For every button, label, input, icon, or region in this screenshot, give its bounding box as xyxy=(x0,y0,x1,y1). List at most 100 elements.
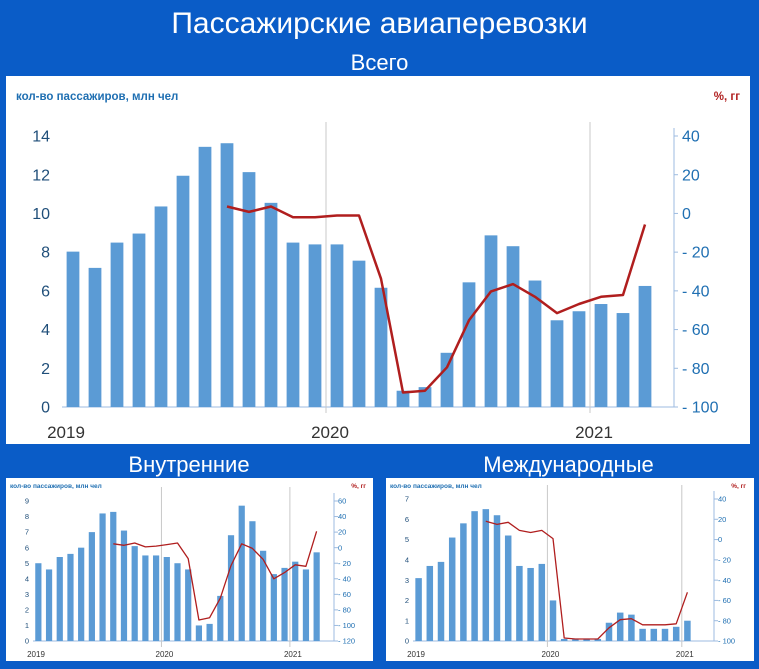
y2-tick-label: - 40 xyxy=(338,574,351,583)
bar xyxy=(238,505,245,641)
bar xyxy=(110,242,124,407)
bar xyxy=(99,513,106,641)
bar xyxy=(249,521,256,641)
chart-domestic: кол-во пассажиров, млн чел %, гг 0 1 2 3 4 5 6 7 8… xyxy=(10,483,366,659)
y2-tick-label: - 20 xyxy=(682,245,710,262)
bar xyxy=(583,638,590,641)
y2-tick-label: 20 xyxy=(682,167,700,184)
y2-tick-label: - 100 xyxy=(338,621,355,630)
y2-tick-label: - 60 xyxy=(338,590,351,599)
bar xyxy=(504,535,512,641)
bar xyxy=(35,563,42,641)
bar xyxy=(374,287,388,407)
bar xyxy=(684,620,691,641)
y-tick-label: 2 xyxy=(405,596,409,605)
section-title-international: Международные xyxy=(483,452,654,477)
y2-tick-label: 20 xyxy=(338,528,346,537)
bar xyxy=(313,552,320,641)
y-tick-label: 0 xyxy=(41,400,50,417)
bar xyxy=(594,638,602,641)
y2-tick-label: - 20 xyxy=(338,559,351,568)
chart-total: кол-во пассажиров, млн чел %, гг 0 2 4 6 8 10 12… xyxy=(16,91,740,442)
bar xyxy=(110,511,117,641)
y-tick-label: 7 xyxy=(405,495,409,504)
y2-tick-label: 20 xyxy=(718,515,726,524)
y-axis-title: кол-во пассажиров, млн чел xyxy=(10,483,102,490)
x-tick-label: 2020 xyxy=(311,423,349,442)
y2-tick-label: - 40 xyxy=(718,576,731,585)
bar xyxy=(281,567,288,641)
x-tick-label: 2020 xyxy=(542,650,560,659)
bar xyxy=(661,628,669,641)
y-tick-label: 4 xyxy=(25,574,29,583)
x-tick-label: 2019 xyxy=(27,650,45,659)
bar xyxy=(672,626,680,641)
bar xyxy=(516,565,523,641)
y2-tick-label: - 80 xyxy=(682,361,710,378)
bar xyxy=(396,390,410,407)
bar xyxy=(88,532,95,641)
bar xyxy=(260,550,267,641)
y2-axis-title: %, гг xyxy=(714,91,740,103)
bar xyxy=(572,311,586,407)
bar xyxy=(440,352,454,407)
y2-tick-label: - 100 xyxy=(682,400,719,417)
bar xyxy=(120,530,128,641)
y-tick-label: 5 xyxy=(25,559,29,568)
y2-axis-title: %, гг xyxy=(351,483,366,490)
y-tick-label: 7 xyxy=(25,528,29,537)
section-title-total: Всего xyxy=(350,50,409,75)
bar xyxy=(302,569,310,641)
bar xyxy=(154,206,168,407)
y2-tick-label: - 80 xyxy=(338,606,351,615)
y2-tick-label: 40 xyxy=(682,129,700,146)
bar xyxy=(426,565,434,641)
y-tick-label: 6 xyxy=(41,283,50,300)
x-tick-label: 2021 xyxy=(575,423,613,442)
bar xyxy=(66,251,80,407)
bar xyxy=(460,523,467,641)
bar xyxy=(286,242,300,407)
y-tick-label: 1 xyxy=(405,616,409,625)
y2-tick-label: - 60 xyxy=(718,596,731,605)
y-tick-label: 2 xyxy=(25,606,29,615)
y2-tick-label: - 80 xyxy=(718,616,731,625)
bar xyxy=(493,515,501,641)
y-tick-label: 5 xyxy=(405,535,409,544)
y-tick-label: 4 xyxy=(405,555,409,564)
bar xyxy=(198,146,212,407)
y-tick-label: 4 xyxy=(41,322,50,339)
bar xyxy=(227,535,235,641)
y-tick-label: 12 xyxy=(32,167,50,184)
bar xyxy=(142,555,149,641)
y-tick-label: 2 xyxy=(41,361,50,378)
chart-panel-domestic: кол-во пассажиров, млн чел %, гг 0 1 2 3 4 5 6 7 8… xyxy=(6,478,373,661)
bar xyxy=(264,202,278,407)
bar xyxy=(132,233,146,407)
bar xyxy=(206,623,213,641)
bar xyxy=(484,235,498,407)
bar xyxy=(352,260,366,407)
y2-tick-label: 0 xyxy=(338,543,342,552)
chart-panel-total: кол-во пассажиров, млн чел %, гг 0 2 4 6 8 10 12… xyxy=(6,76,750,444)
section-title-domestic: Внутренние xyxy=(128,452,250,477)
yoy-change-line xyxy=(226,205,647,394)
bar xyxy=(217,595,224,641)
y2-tick-label: - 120 xyxy=(338,637,355,646)
y2-tick-label: - 100 xyxy=(718,637,735,646)
bar xyxy=(650,628,658,641)
bar xyxy=(195,625,203,641)
bar xyxy=(538,563,546,641)
bar xyxy=(163,557,170,641)
x-tick-label: 2020 xyxy=(156,650,174,659)
bar xyxy=(220,143,234,407)
bar xyxy=(448,537,456,641)
bar xyxy=(174,563,181,641)
y-axis-title: кол-во пассажиров, млн чел xyxy=(16,91,178,103)
y2-tick-label: - 40 xyxy=(682,283,710,300)
bar xyxy=(56,557,63,641)
y-tick-label: 0 xyxy=(25,637,29,646)
bar xyxy=(628,614,635,641)
y-tick-label: 9 xyxy=(25,497,29,506)
y-tick-label: 0 xyxy=(405,637,409,646)
